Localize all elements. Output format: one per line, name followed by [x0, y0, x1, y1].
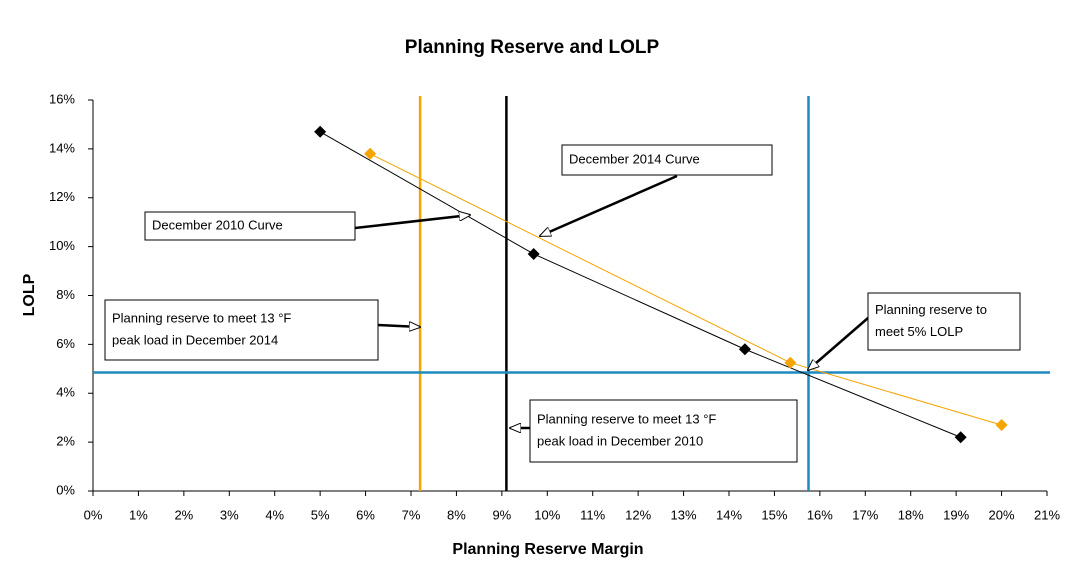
x-tick-label: 15% [761, 507, 787, 522]
x-axis-title: Planning Reserve Margin [452, 541, 643, 558]
y-tick-label: 6% [56, 336, 75, 351]
x-tick-label: 14% [716, 507, 742, 522]
annotation-text: meet 5% LOLP [875, 324, 963, 339]
y-tick-label: 8% [56, 287, 75, 302]
x-tick-label: 4% [265, 507, 284, 522]
x-tick-label: 19% [943, 507, 969, 522]
x-tick-label: 5% [311, 507, 330, 522]
y-tick-label: 14% [49, 140, 75, 155]
annotation-box [867, 292, 1021, 351]
x-tick-label: 2% [174, 507, 193, 522]
annotation-box [529, 399, 798, 463]
data-point [314, 125, 327, 138]
annotation-text: peak load in December 2014 [112, 332, 278, 347]
chart-title: Planning Reserve and LOLP [405, 37, 660, 58]
x-tick-label: 21% [1034, 507, 1060, 522]
x-tick-label: 6% [356, 507, 375, 522]
annotation-arrow [540, 174, 678, 238]
annotation-text: December 2010 Curve [152, 217, 283, 232]
x-tick-label: 0% [84, 507, 103, 522]
annotation-text: Planning reserve to meet 13 °F [112, 310, 291, 325]
x-tick-label: 3% [220, 507, 239, 522]
y-tick-label: 0% [56, 482, 75, 497]
y-tick-label: 10% [49, 238, 75, 253]
y-tick-label: 16% [49, 91, 75, 106]
annotation-text: Planning reserve to meet 13 °F [537, 411, 716, 426]
data-point [364, 147, 377, 160]
x-tick-label: 7% [402, 507, 421, 522]
series-line [319, 131, 961, 438]
x-tick-label: 8% [447, 507, 466, 522]
annotation-arrow [354, 215, 470, 230]
annotation-text: December 2014 Curve [569, 151, 700, 166]
x-tick-label: 13% [671, 507, 697, 522]
annotation-text: peak load in December 2010 [537, 433, 703, 448]
data-point [738, 343, 751, 356]
x-tick-label: 11% [580, 507, 605, 522]
x-tick-label: 20% [989, 507, 1015, 522]
annotation-box [104, 299, 379, 361]
x-tick-label: 12% [625, 507, 651, 522]
x-tick-label: 1% [129, 507, 148, 522]
x-tick-label: 17% [852, 507, 878, 522]
y-tick-label: 12% [49, 189, 75, 204]
data-point [784, 356, 797, 369]
annotation-arrow [377, 325, 420, 327]
data-point [954, 431, 967, 444]
y-tick-label: 2% [56, 434, 75, 449]
data-point [995, 419, 1008, 432]
annotation-box [144, 211, 356, 241]
y-tick-label: 4% [56, 385, 75, 400]
x-tick-label: 18% [898, 507, 924, 522]
x-tick-label: 9% [492, 507, 511, 522]
x-tick-label: 16% [807, 507, 833, 522]
series-line [369, 153, 1002, 426]
data-point [527, 247, 540, 260]
y-axis-title: LOLP [21, 273, 38, 316]
annotation-box [561, 144, 773, 176]
x-tick-label: 10% [534, 507, 560, 522]
annotation-arrow [808, 317, 869, 370]
annotation-text: Planning reserve to [875, 302, 987, 317]
